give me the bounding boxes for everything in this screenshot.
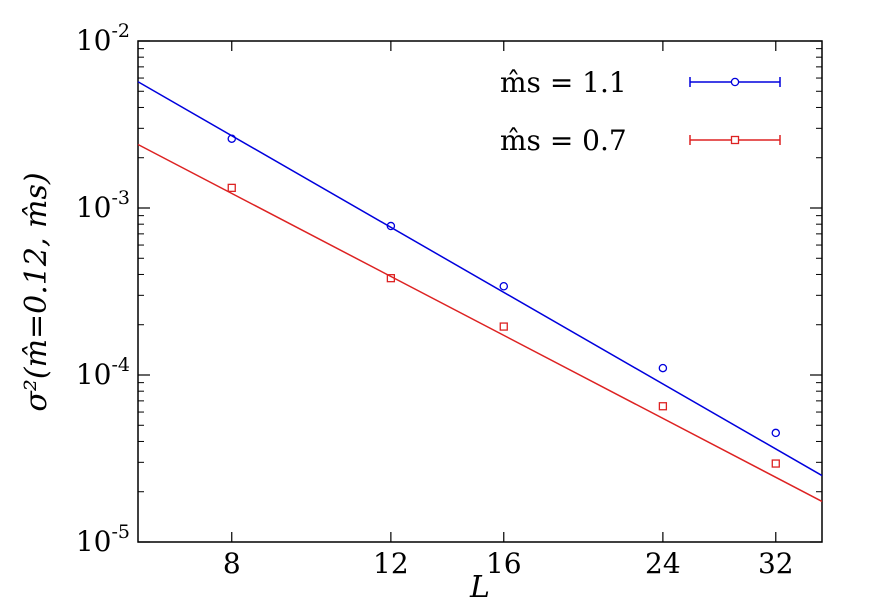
data-point-circle xyxy=(658,363,668,373)
y-tick-label-base: 10 xyxy=(76,191,112,224)
data-markers xyxy=(227,134,781,468)
y-tick-label-base: 10 xyxy=(76,525,112,558)
legend-marker-square xyxy=(730,135,740,145)
y-tick-label: 10-5 xyxy=(76,521,130,558)
data-point-square xyxy=(658,402,668,411)
y-tick-label-exponent: -5 xyxy=(111,521,130,543)
x-tick-label: 8 xyxy=(223,547,241,580)
data-point-circle xyxy=(771,428,781,438)
data-point-square xyxy=(771,459,780,468)
legend-marker-circle xyxy=(730,77,740,87)
x-tick-label: 12 xyxy=(373,547,409,580)
x-axis-label: L xyxy=(469,570,490,605)
legend: m̂s = 1.1 m̂s = 0.7 xyxy=(500,66,781,157)
data-point-circle xyxy=(386,221,396,231)
y-tick-label: 10-4 xyxy=(76,354,130,391)
fit-lines xyxy=(137,81,823,503)
y-tick-label-exponent: -3 xyxy=(111,187,130,209)
y-tick-label-exponent: -2 xyxy=(111,20,130,42)
y-tick-label: 10-2 xyxy=(76,20,130,57)
fit-line xyxy=(137,143,823,503)
data-point-circle xyxy=(227,134,236,143)
data-point-square xyxy=(386,274,396,283)
x-tick-label: 24 xyxy=(645,547,681,580)
data-point-square xyxy=(499,322,508,331)
data-point-circle xyxy=(499,281,509,291)
y-tick-label-base: 10 xyxy=(76,358,112,391)
fit-line xyxy=(137,81,823,477)
legend-label: m̂s = 1.1 xyxy=(500,66,627,99)
data-point-square xyxy=(227,183,236,193)
y-tick-label-base: 10 xyxy=(76,24,112,57)
plot-frame xyxy=(137,40,823,543)
x-tick-label: 32 xyxy=(758,547,794,580)
y-axis-label: σ²(m̂=0.12, m̂s) xyxy=(19,172,54,411)
legend-label: m̂s = 0.7 xyxy=(500,124,627,157)
x-tick-label: 16 xyxy=(486,547,522,580)
y-tick-label: 10-3 xyxy=(76,187,130,224)
y-tick-label-exponent: -4 xyxy=(111,354,130,376)
